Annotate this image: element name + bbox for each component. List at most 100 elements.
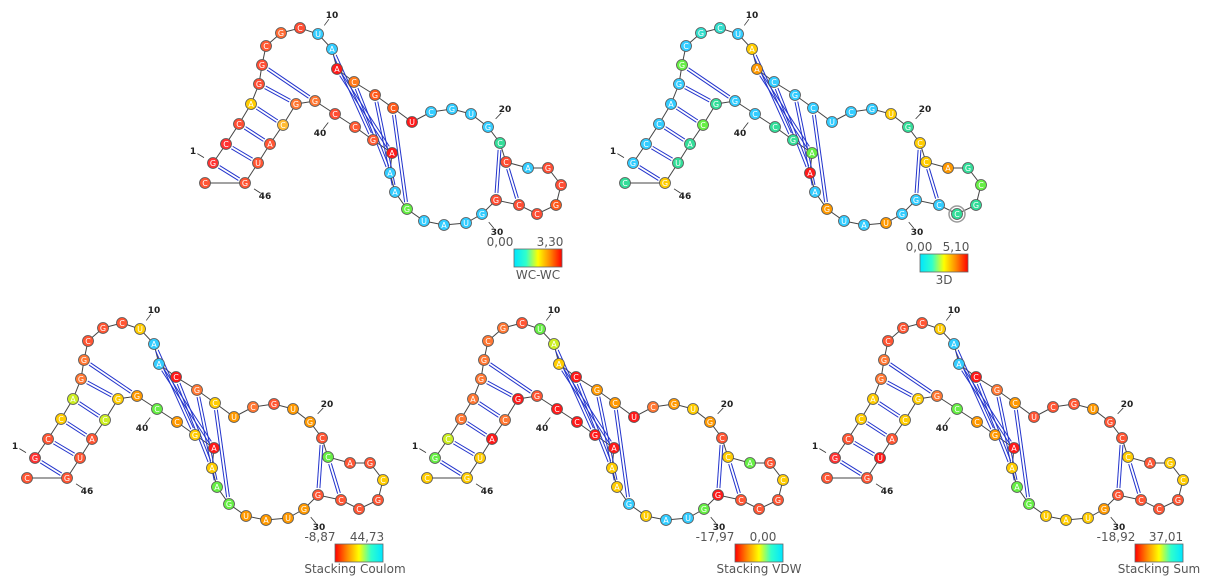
nucleotide[interactable]: G bbox=[1112, 489, 1124, 501]
nucleotide[interactable]: G bbox=[112, 393, 124, 405]
nucleotide[interactable]: C bbox=[680, 40, 692, 52]
nucleotide[interactable]: U bbox=[282, 512, 294, 524]
nucleotide[interactable]: G bbox=[787, 134, 799, 146]
nucleotide[interactable]: C bbox=[609, 397, 621, 409]
nucleotide[interactable]: A bbox=[389, 186, 401, 198]
nucleotide[interactable]: C bbox=[855, 413, 867, 425]
nucleotide[interactable]: A bbox=[806, 147, 818, 159]
nucleotide[interactable]: C bbox=[335, 494, 347, 506]
nucleotide[interactable]: C bbox=[21, 472, 33, 484]
nucleotide[interactable]: G bbox=[659, 177, 671, 189]
nucleotide[interactable]: U bbox=[134, 323, 146, 335]
nucleotide[interactable]: G bbox=[912, 393, 924, 405]
nucleotide[interactable]: C bbox=[421, 472, 433, 484]
nucleotide[interactable]: G bbox=[729, 95, 741, 107]
nucleotide[interactable]: A bbox=[384, 167, 396, 179]
nucleotide[interactable]: A bbox=[148, 338, 160, 350]
nucleotide[interactable]: A bbox=[942, 162, 954, 174]
nucleotide[interactable]: G bbox=[97, 322, 109, 334]
nucleotide[interactable]: G bbox=[989, 429, 1001, 441]
nucleotide[interactable]: C bbox=[716, 432, 728, 444]
nucleotide[interactable]: C bbox=[348, 76, 360, 88]
nucleotide[interactable]: C bbox=[951, 403, 963, 415]
nucleotide[interactable]: U bbox=[474, 452, 486, 464]
nucleotide[interactable]: U bbox=[312, 28, 324, 40]
nucleotide[interactable]: A bbox=[744, 457, 756, 469]
nucleotide[interactable]: G bbox=[698, 503, 710, 515]
nucleotide[interactable]: C bbox=[322, 451, 334, 463]
nucleotide[interactable]: A bbox=[858, 219, 870, 231]
nucleotide[interactable]: C bbox=[619, 177, 631, 189]
nucleotide[interactable]: G bbox=[275, 27, 287, 39]
nucleotide[interactable]: C bbox=[1122, 451, 1134, 463]
nucleotide[interactable]: G bbox=[497, 322, 509, 334]
nucleotide[interactable]: G bbox=[676, 59, 688, 71]
nucleotide[interactable]: U bbox=[1087, 403, 1099, 415]
nucleotide[interactable]: C bbox=[777, 474, 789, 486]
nucleotide[interactable]: G bbox=[61, 472, 73, 484]
nucleotide[interactable]: G bbox=[1172, 494, 1184, 506]
nucleotide[interactable]: G bbox=[962, 162, 974, 174]
nucleotide[interactable]: G bbox=[1023, 498, 1035, 510]
nucleotide[interactable]: G bbox=[550, 199, 562, 211]
nucleotide[interactable]: A bbox=[1060, 514, 1072, 526]
nucleotide[interactable]: U bbox=[1028, 411, 1040, 423]
nucleotide[interactable]: C bbox=[1177, 474, 1189, 486]
nucleotide[interactable]: C bbox=[247, 401, 259, 413]
nucleotide[interactable]: U bbox=[74, 452, 86, 464]
nucleotide[interactable]: G bbox=[821, 203, 833, 215]
nucleotide[interactable]: C bbox=[277, 119, 289, 131]
nucleotide[interactable]: C bbox=[951, 208, 963, 220]
nucleotide[interactable]: A bbox=[751, 63, 763, 75]
nucleotide[interactable]: A bbox=[665, 98, 677, 110]
nucleotide[interactable]: C bbox=[933, 199, 945, 211]
nucleotide[interactable]: G bbox=[704, 416, 716, 428]
nucleotide[interactable]: G bbox=[772, 494, 784, 506]
nucleotide[interactable]: A bbox=[326, 43, 338, 55]
nucleotide[interactable]: U bbox=[240, 510, 252, 522]
nucleotide[interactable]: C bbox=[1047, 401, 1059, 413]
nucleotide[interactable]: U bbox=[682, 512, 694, 524]
nucleotide[interactable]: U bbox=[880, 217, 892, 229]
nucleotide[interactable]: C bbox=[970, 371, 982, 383]
nucleotide[interactable]: G bbox=[75, 373, 87, 385]
nucleotide[interactable]: G bbox=[764, 457, 776, 469]
nucleotide[interactable]: G bbox=[475, 373, 487, 385]
nucleotide[interactable]: G bbox=[367, 134, 379, 146]
nucleotide[interactable]: U bbox=[406, 116, 418, 128]
nucleotide[interactable]: G bbox=[253, 78, 265, 90]
nucleotide[interactable]: G bbox=[861, 472, 873, 484]
nucleotide[interactable]: G bbox=[364, 457, 376, 469]
nucleotide[interactable]: U bbox=[874, 452, 886, 464]
nucleotide[interactable]: C bbox=[170, 371, 182, 383]
nucleotide[interactable]: C bbox=[42, 433, 54, 445]
nucleotide[interactable]: A bbox=[606, 462, 618, 474]
nucleotide[interactable]: C bbox=[220, 138, 232, 150]
nucleotide[interactable]: C bbox=[714, 22, 726, 34]
nucleotide[interactable]: G bbox=[372, 494, 384, 506]
nucleotide[interactable]: C bbox=[735, 494, 747, 506]
nucleotide[interactable]: G bbox=[1098, 503, 1110, 515]
nucleotide[interactable]: C bbox=[975, 179, 987, 191]
nucleotide[interactable]: C bbox=[353, 503, 365, 515]
nucleotide[interactable]: G bbox=[461, 472, 473, 484]
nucleotide[interactable]: C bbox=[442, 433, 454, 445]
nucleotide[interactable]: C bbox=[697, 119, 709, 131]
nucleotide[interactable]: C bbox=[845, 106, 857, 118]
nucleotide[interactable]: C bbox=[1009, 397, 1021, 409]
nucleotide[interactable]: G bbox=[1104, 416, 1116, 428]
nucleotide[interactable]: A bbox=[486, 433, 498, 445]
nucleotide[interactable]: A bbox=[611, 481, 623, 493]
nucleotide[interactable]: C bbox=[116, 317, 128, 329]
nucleotide[interactable]: A bbox=[211, 481, 223, 493]
nucleotide[interactable]: G bbox=[369, 89, 381, 101]
nucleotide[interactable]: C bbox=[1135, 494, 1147, 506]
nucleotide[interactable]: U bbox=[934, 323, 946, 335]
nucleotide[interactable]: A bbox=[746, 43, 758, 55]
nucleotide[interactable]: G bbox=[304, 416, 316, 428]
nucleotide[interactable]: U bbox=[885, 108, 897, 120]
nucleotide[interactable]: A bbox=[208, 442, 220, 454]
nucleotide[interactable]: C bbox=[807, 102, 819, 114]
nucleotide[interactable]: G bbox=[910, 194, 922, 206]
nucleotide[interactable]: G bbox=[401, 203, 413, 215]
